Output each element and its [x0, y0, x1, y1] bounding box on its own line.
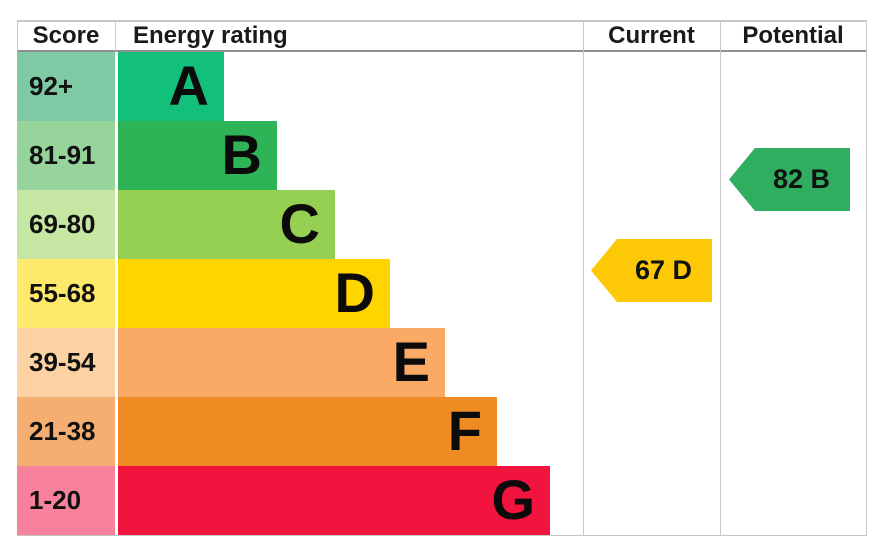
score-range-b: 81-91: [17, 121, 115, 190]
rating-bar-c: C: [118, 190, 335, 259]
score-range-d: 55-68: [17, 259, 115, 328]
band-row-b: 81-91 B: [17, 121, 867, 190]
band-row-g: 1-20 G: [17, 466, 867, 535]
score-range-a: 92+: [17, 52, 115, 121]
current-rating-arrow: 67 D: [591, 239, 712, 302]
bottom-border-line: [17, 535, 867, 536]
score-column-header: Score: [32, 22, 100, 49]
rating-bar-b: B: [118, 121, 277, 190]
score-range-g: 1-20: [17, 466, 115, 535]
rating-bar-g: G: [118, 466, 550, 535]
potential-rating-arrow: 82 B: [729, 148, 850, 211]
rating-bar-a: A: [118, 52, 224, 121]
top-border-line: [17, 20, 867, 22]
current-column-divider: [583, 21, 584, 536]
band-row-c: 69-80 C: [17, 190, 867, 259]
right-border-line: [866, 21, 867, 536]
band-row-f: 21-38 F: [17, 397, 867, 466]
band-row-d: 55-68 D: [17, 259, 867, 328]
score-range-f: 21-38: [17, 397, 115, 466]
header-underline: [17, 50, 867, 52]
potential-column-header: Potential: [742, 22, 844, 49]
score-range-e: 39-54: [17, 328, 115, 397]
score-range-c: 69-80: [17, 190, 115, 259]
header-left-border: [17, 21, 18, 51]
potential-column-divider: [720, 21, 721, 536]
energy-rating-column-header: Energy rating: [133, 22, 288, 49]
rating-bar-d: D: [118, 259, 390, 328]
score-column-divider: [115, 21, 116, 51]
current-column-header: Current: [608, 22, 695, 49]
rating-bar-f: F: [118, 397, 497, 466]
band-row-e: 39-54 E: [17, 328, 867, 397]
band-row-a: 92+ A: [17, 52, 867, 121]
rating-bar-e: E: [118, 328, 445, 397]
